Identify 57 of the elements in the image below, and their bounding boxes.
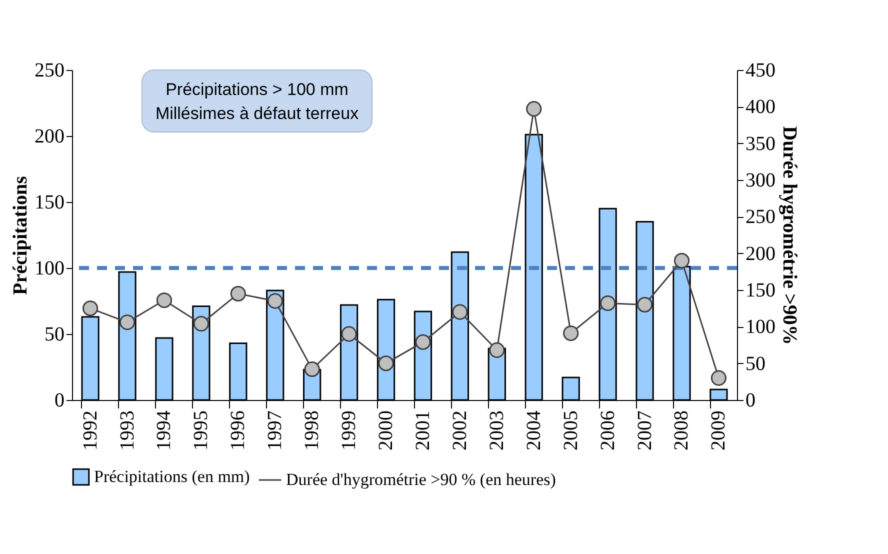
y2-tick-label: 350 [746,132,776,155]
x-tick-label: 2000 [375,410,398,450]
point [156,292,172,308]
x-tick-label: 1996 [227,410,250,450]
point [600,295,616,312]
x-tick-label: 2005 [560,410,582,450]
y-tick-label: 250 [34,60,64,82]
x-tick-label: 1994 [153,410,176,450]
x-tick-label: 2001 [412,410,434,450]
x-tick-label: 1993 [116,410,138,450]
x-tick-label: 1998 [301,410,324,450]
x-tick-label: 1995 [190,410,212,450]
y2-tick-label: 200 [746,242,776,265]
y-tick-label: 50 [44,324,64,346]
annotation: Précipitations > 100 mm Millésimes à défaut terreux [155,80,360,123]
y-tick-label: 100 [34,258,64,280]
point [341,326,357,342]
y-tick-label: 200 [34,126,64,148]
point [415,334,431,350]
point [710,370,727,386]
point [674,252,690,268]
x-tick-label: 2002 [448,410,471,450]
y2-tick-label: 100 [746,316,776,338]
y2-tick-label: 300 [746,170,776,192]
y2-tick-label: 450 [746,60,776,82]
legend-label: Durée d'hygrométrie >90 % (en heures) [286,470,556,489]
x-tick-label: 2009 [708,410,730,450]
point [230,286,246,302]
y2-tick-label: 400 [746,96,776,118]
point [304,361,320,378]
y-tick-label: 150 [34,192,64,214]
x-tick-label: 2008 [670,410,693,450]
point [636,296,653,312]
point [563,325,579,342]
y-axis-title: Précipitations [10,176,32,295]
point [526,101,542,117]
y2-axis-title: Durée hygrométrie >90% [778,126,800,345]
y2-tick-label: 50 [746,352,766,375]
point [452,304,468,320]
x-tick-label: 2006 [596,410,619,450]
y2-tick-label: 0 [746,390,756,412]
x-tick-label: 1992 [79,410,102,450]
y2-tick-label: 250 [746,206,776,228]
point [489,342,505,358]
point [378,356,394,372]
x-tick-label: 2004 [522,410,545,450]
point [82,300,98,316]
x-tick-label: 1999 [338,410,360,450]
y-tick-label: 0 [54,390,64,412]
x-tick-label: 2007 [634,410,656,450]
legend-label: Précipitations (en mm) [94,467,250,486]
point [119,314,136,330]
point [193,316,210,332]
x-tick-label: 2003 [486,410,508,450]
y2-tick-label: 150 [746,280,776,302]
x-tick-label: 1997 [264,410,286,450]
point [267,293,283,309]
